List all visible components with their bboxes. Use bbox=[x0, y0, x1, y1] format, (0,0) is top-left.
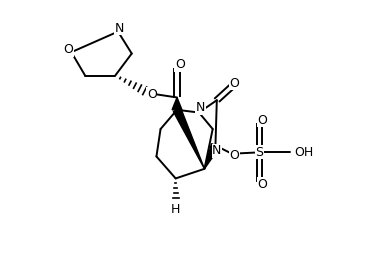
Text: OH: OH bbox=[294, 146, 314, 159]
Text: H: H bbox=[171, 203, 180, 216]
Polygon shape bbox=[173, 108, 205, 169]
Text: O: O bbox=[64, 43, 74, 56]
Text: N: N bbox=[115, 22, 124, 35]
Text: N: N bbox=[196, 101, 205, 114]
Text: S: S bbox=[255, 146, 263, 159]
Text: O: O bbox=[229, 149, 239, 162]
Text: N: N bbox=[212, 144, 221, 157]
Polygon shape bbox=[205, 144, 220, 169]
Polygon shape bbox=[172, 97, 182, 110]
Text: O: O bbox=[175, 58, 185, 71]
Text: O: O bbox=[257, 178, 267, 191]
Text: O: O bbox=[147, 88, 157, 101]
Text: O: O bbox=[257, 114, 267, 127]
Text: O: O bbox=[230, 77, 240, 90]
